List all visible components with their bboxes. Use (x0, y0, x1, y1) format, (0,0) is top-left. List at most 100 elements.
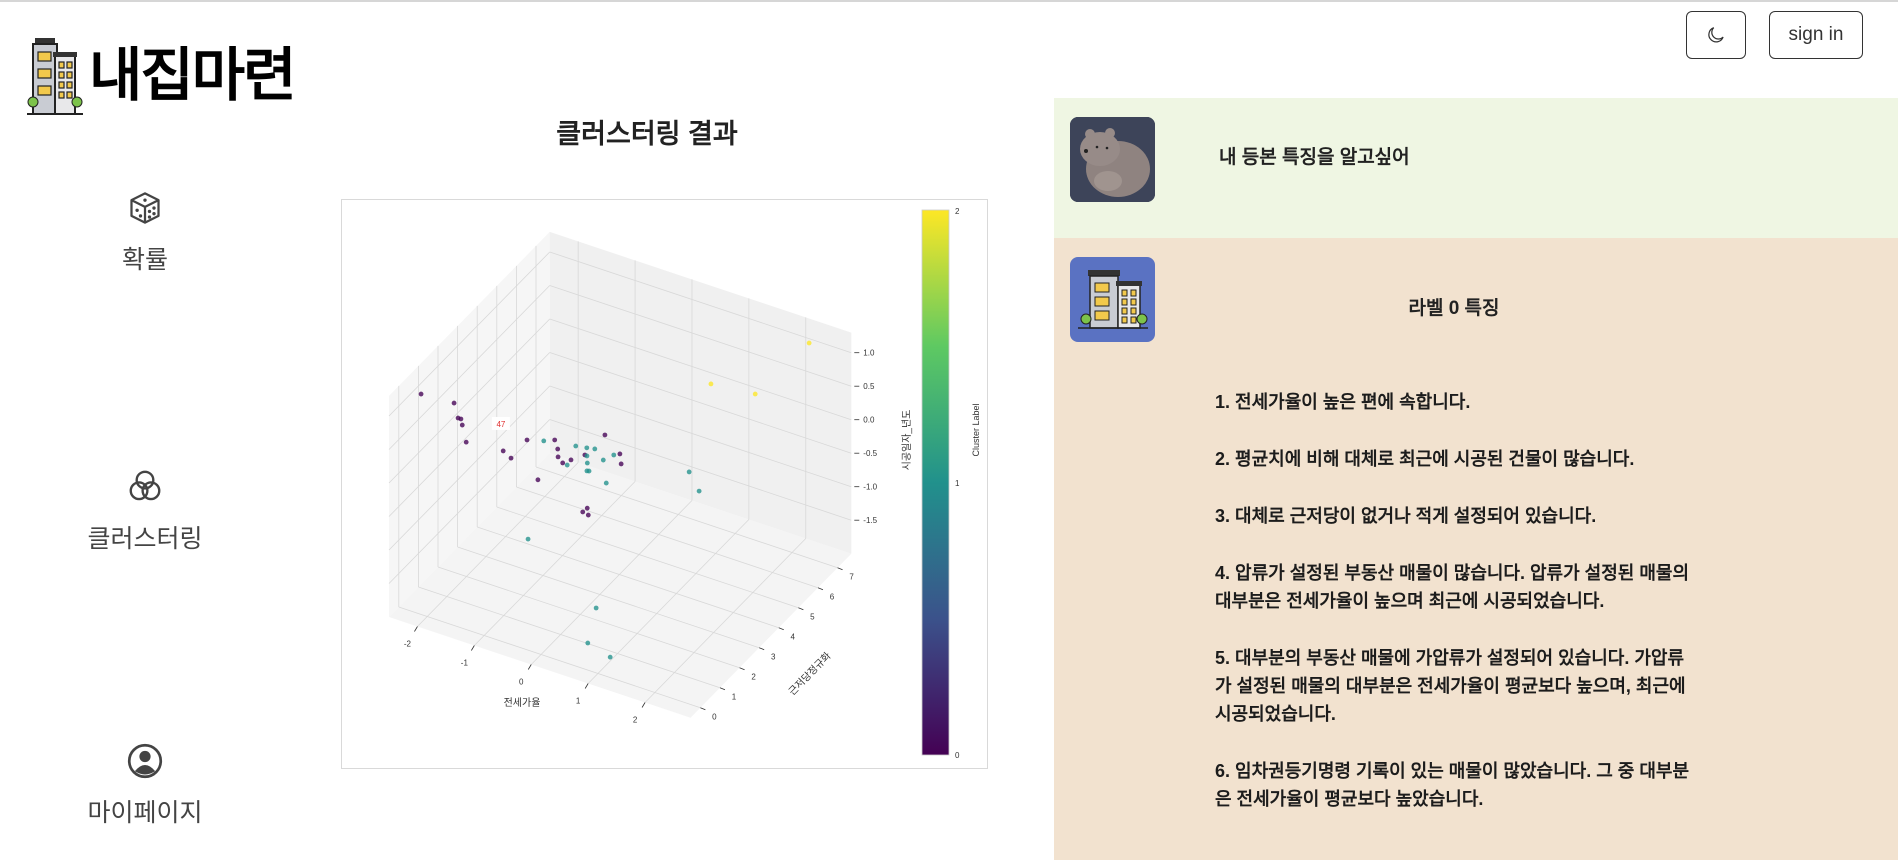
list-item-number: 1. (1215, 392, 1231, 412)
sidebar-item-label: 클러스터링 (87, 525, 203, 553)
list-item-text: 평균치에 비해 대체로 최근에 시공된 건물이 많습니다. (1235, 449, 1635, 469)
colorbar-tick: 2 (955, 207, 960, 216)
x-tick-label: 0 (519, 678, 524, 687)
grid-line (587, 519, 750, 684)
list-item-text: 임차권등기명령 기록이 있는 매물이 많았습니다. 그 중 대부분은 전세가율이… (1215, 761, 1690, 809)
z-axis-label: 시공일자_년도 (901, 410, 913, 471)
data-point (806, 340, 812, 346)
question-panel: 내 등본 특징을 알고싶어 (1054, 98, 1898, 238)
logo-text: 내집마련 (89, 43, 296, 108)
grid-line (388, 318, 551, 484)
data-point (618, 461, 624, 467)
x-tick (641, 702, 646, 708)
sidebar-item-mypage[interactable]: 마이페이지 (45, 743, 245, 829)
data-point (568, 457, 574, 463)
list-item-number: 5. (1215, 648, 1231, 668)
list-item-text: 전세가율이 높은 편에 속합니다. (1235, 392, 1471, 412)
grid-line (549, 385, 852, 488)
annotation-label: 47 (496, 420, 505, 429)
theme-toggle-button[interactable] (1686, 11, 1746, 59)
grid-line (388, 419, 551, 584)
data-point (451, 400, 457, 406)
grid-line (388, 285, 551, 450)
x-tick-label: 1 (576, 697, 581, 706)
moon-icon (1708, 27, 1724, 43)
data-point (603, 480, 609, 486)
grid-line (549, 352, 852, 454)
grid-line (535, 466, 838, 569)
page-title: 클러스터링 결과 (556, 119, 738, 149)
sidebar-item-clustering[interactable]: 클러스터링 (45, 467, 245, 555)
y-tick (719, 687, 726, 691)
list-item-number: 4. (1215, 563, 1231, 583)
axes-panes (389, 231, 852, 718)
list-item-number: 2. (1215, 449, 1231, 469)
grid-line (398, 606, 701, 709)
colorbar-label: Cluster Label (971, 403, 981, 456)
grid-line (496, 506, 799, 609)
question-text: 내 등본 특징을 알고싶어 (1219, 147, 1410, 168)
z-tick-label: 0.5 (863, 382, 875, 391)
feature-list: 1. 전세가율이 높은 편에 속합니다. 2. 평균치에 비해 대체로 최근에 시… (1215, 388, 1700, 842)
back-pane (549, 231, 852, 554)
bear-avatar-icon (1070, 117, 1155, 202)
data-point (573, 443, 579, 449)
grid-line (549, 318, 852, 421)
z-tick-label: -1.0 (863, 483, 877, 492)
list-item: 2. 평균치에 비해 대체로 최근에 시공된 건물이 많습니다. (1215, 445, 1700, 473)
data-points: 47 (418, 340, 812, 660)
data-point (752, 391, 758, 397)
sidebar-item-probability[interactable]: 확률 (45, 190, 245, 276)
grid-line (474, 481, 636, 646)
cluster-3d-scatter-chart: -2 -1 0 1 2 0 1 2 3 4 5 6 7 1.0 0.5 0.0 -0.5 -1.0 -1.5 47 … (341, 199, 988, 769)
data-point (600, 457, 606, 463)
y-tick-label: 5 (810, 613, 815, 622)
data-point (580, 509, 586, 515)
list-item-number: 6. (1215, 761, 1231, 781)
colorbar-tick: 1 (955, 479, 960, 488)
y-tick (837, 567, 843, 571)
sidebar-item-label: 확률 (121, 246, 168, 274)
data-point (611, 452, 617, 458)
data-point (586, 468, 592, 474)
y-tick (817, 587, 824, 591)
z-tick-label: -1.5 (863, 516, 877, 525)
grid-line (388, 385, 551, 551)
sidebar-item-label: 마이페이지 (87, 799, 203, 827)
x-tick-label: -1 (461, 659, 469, 668)
y-tick-label: 0 (712, 713, 717, 722)
list-item: 4. 압류가 설정된 부동산 매물이 많습니다. 압류가 설정된 매물의 대부분… (1215, 559, 1700, 615)
data-point (708, 381, 714, 387)
grid-line (549, 285, 852, 387)
data-point (584, 453, 590, 459)
x-tick (584, 683, 589, 689)
data-point (592, 446, 598, 452)
grid-line (417, 462, 579, 627)
top-divider (0, 0, 1898, 2)
building-icon (1070, 257, 1155, 342)
tick-labels: -2 -1 0 1 2 0 1 2 3 4 5 6 7 1.0 0.5 0.0 -0.5 -1.0 -1.5 (404, 349, 878, 725)
data-point (585, 512, 591, 518)
x-tick (527, 664, 532, 670)
y-tick (778, 627, 784, 631)
answer-panel: 라벨 0 특징 1. 전세가율이 높은 편에 속합니다. 2. 평균치에 비해 대… (1054, 238, 1898, 860)
colorbar-tick: 0 (955, 751, 960, 760)
list-item-number: 3. (1215, 506, 1231, 526)
y-tick-label: 4 (791, 633, 796, 642)
sign-in-button[interactable]: sign in (1769, 11, 1863, 59)
x-axis-label: 전세가율 (504, 697, 541, 709)
building-logo-icon (27, 38, 83, 115)
data-point (593, 605, 599, 611)
colorbar (921, 209, 950, 756)
data-point (508, 455, 514, 461)
x-tick (414, 626, 418, 632)
floor-pane (389, 453, 852, 718)
y-tick-label: 7 (849, 573, 854, 582)
x-tick-label: -2 (404, 640, 412, 649)
logo[interactable]: 내집마련 (27, 36, 296, 116)
grid-line (418, 586, 721, 689)
data-point (525, 536, 531, 542)
data-point (696, 488, 702, 494)
grid-lines (388, 241, 852, 709)
